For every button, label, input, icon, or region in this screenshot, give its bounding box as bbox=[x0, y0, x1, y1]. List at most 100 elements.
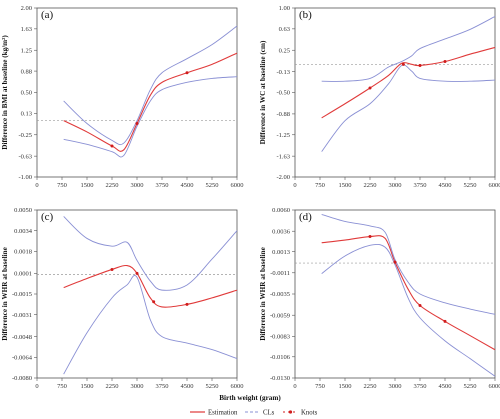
cl-line bbox=[63, 275, 238, 375]
panel-4: 0 750 1500 2250 3000 3750 4500 5250 6000 -0.0130 -… bbox=[259, 207, 500, 390]
y-tick-label: 0.0001 bbox=[14, 271, 32, 278]
x-tick-label: 3000 bbox=[389, 182, 402, 189]
y-axis-label: Difference in WHR at baseline bbox=[1, 247, 9, 341]
legend-estimation-label: Estimation bbox=[208, 410, 238, 417]
panel-2: 0 750 1500 2250 3000 3750 4500 5250 6000 -2.00 -1.… bbox=[259, 5, 500, 189]
y-axis-label: Difference in WHR at baseline bbox=[259, 247, 267, 341]
x-tick-label: 3750 bbox=[414, 383, 427, 390]
y-tick-label: -1.00 bbox=[18, 174, 32, 181]
knot-point bbox=[368, 235, 372, 239]
knot-point bbox=[135, 271, 139, 275]
x-tick-label: 4500 bbox=[181, 182, 194, 189]
y-tick-label: -0.0015 bbox=[12, 291, 32, 298]
y-tick-label: 0.0034 bbox=[14, 228, 33, 235]
cl-line bbox=[63, 216, 238, 291]
x-tick-label: 750 bbox=[315, 383, 325, 390]
x-tick-label: 5250 bbox=[464, 383, 477, 390]
legend: Estimation CLs Knots bbox=[190, 410, 318, 417]
y-tick-label: -0.88 bbox=[276, 111, 290, 118]
x-tick-label: 4500 bbox=[439, 383, 452, 390]
x-tick-label: 750 bbox=[315, 182, 325, 189]
x-tick-label: 0 bbox=[35, 182, 38, 189]
x-tick-label: 0 bbox=[35, 383, 38, 390]
x-tick-label: 1500 bbox=[339, 182, 352, 189]
x-tick-label: 3000 bbox=[389, 383, 402, 390]
y-tick-label: -0.0130 bbox=[270, 375, 290, 382]
knot-point bbox=[418, 303, 422, 307]
y-axis-label: Difference in BMI at baseline (kg/m²) bbox=[1, 35, 9, 150]
x-tick-label: 6000 bbox=[231, 182, 244, 189]
legend-knots-label: Knots bbox=[301, 410, 318, 417]
y-tick-label: 0.0036 bbox=[272, 228, 291, 235]
estimation-line bbox=[321, 46, 496, 119]
plot-frame bbox=[36, 209, 238, 379]
legend-knots-marker bbox=[288, 410, 293, 414]
x-tick-label: 4500 bbox=[439, 182, 452, 189]
x-tick-label: 6000 bbox=[489, 182, 500, 189]
x-tick-label: 1500 bbox=[81, 383, 94, 390]
cl-line bbox=[321, 243, 496, 377]
knot-point bbox=[110, 267, 114, 271]
legend-cls-label: CLs bbox=[263, 410, 275, 417]
y-tick-label: 0.63 bbox=[279, 26, 290, 33]
knot-point bbox=[393, 260, 397, 264]
x-tick-label: 5250 bbox=[206, 182, 219, 189]
x-axis-title: Birth weight (gram) bbox=[219, 394, 281, 402]
y-tick-label: -0.0080 bbox=[12, 375, 32, 382]
panel-3: 0 750 1500 2250 3000 3750 4500 5250 6000 -0.0080 -… bbox=[1, 207, 244, 390]
y-tick-label: -0.0083 bbox=[270, 334, 290, 341]
y-tick-label: -0.63 bbox=[18, 153, 32, 160]
y-tick-label: 0.88 bbox=[21, 68, 32, 75]
x-tick-label: 3000 bbox=[131, 383, 144, 390]
x-tick-label: 750 bbox=[57, 383, 67, 390]
x-tick-label: 2250 bbox=[106, 383, 119, 390]
x-tick-label: 5250 bbox=[206, 383, 219, 390]
y-tick-label: 0.0013 bbox=[272, 249, 290, 256]
y-tick-label: 0.50 bbox=[21, 90, 32, 97]
plot-frame bbox=[294, 209, 496, 379]
y-tick-label: 0.25 bbox=[279, 47, 290, 54]
x-tick-label: 3750 bbox=[156, 383, 169, 390]
panel-label: (b) bbox=[299, 9, 312, 21]
y-tick-label: -1.25 bbox=[276, 132, 290, 139]
panel-label: (a) bbox=[41, 9, 54, 21]
knot-point bbox=[418, 63, 422, 67]
y-tick-label: -0.0011 bbox=[270, 270, 290, 277]
cl-line bbox=[321, 64, 496, 152]
y-tick-label: 2.00 bbox=[21, 5, 32, 12]
x-tick-label: 0 bbox=[293, 383, 296, 390]
y-tick-label: 0.0050 bbox=[14, 207, 32, 214]
knot-point bbox=[443, 60, 447, 64]
knot-point bbox=[135, 121, 139, 125]
x-tick-label: 3750 bbox=[156, 182, 169, 189]
y-tick-label: 1.25 bbox=[21, 47, 32, 54]
y-tick-label: -0.0048 bbox=[12, 334, 32, 341]
x-tick-label: 3750 bbox=[414, 182, 427, 189]
y-tick-label: 0.0018 bbox=[14, 249, 32, 256]
plot-frame bbox=[36, 7, 238, 178]
knot-point bbox=[185, 302, 189, 306]
panel-label: (c) bbox=[41, 211, 54, 223]
estimation-line bbox=[321, 235, 496, 351]
y-tick-label: -0.0059 bbox=[270, 312, 290, 319]
cl-line bbox=[63, 76, 238, 158]
y-tick-label: 0.13 bbox=[21, 111, 32, 118]
plot-frame bbox=[294, 7, 496, 178]
y-tick-label: -0.0031 bbox=[12, 312, 32, 319]
x-tick-label: 3000 bbox=[131, 182, 144, 189]
y-tick-label: -0.0035 bbox=[270, 291, 290, 298]
knot-point bbox=[185, 71, 189, 75]
knot-point bbox=[443, 319, 447, 323]
x-tick-label: 2250 bbox=[364, 383, 377, 390]
x-tick-label: 0 bbox=[293, 182, 296, 189]
x-tick-label: 750 bbox=[57, 182, 67, 189]
y-tick-label: -0.25 bbox=[18, 132, 32, 139]
knot-point bbox=[368, 86, 372, 90]
y-tick-label: 1.63 bbox=[21, 26, 32, 33]
y-tick-label: -0.0106 bbox=[270, 354, 291, 361]
x-tick-label: 6000 bbox=[231, 383, 244, 390]
knot-point bbox=[401, 62, 405, 66]
x-tick-label: 4500 bbox=[181, 383, 194, 390]
y-tick-label: -2.00 bbox=[276, 174, 290, 181]
